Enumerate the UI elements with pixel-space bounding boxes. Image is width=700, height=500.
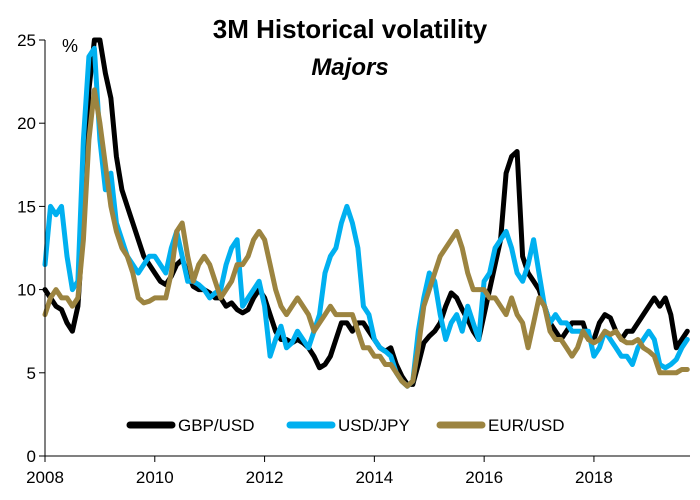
x-tick-label: 2014	[355, 468, 393, 487]
x-tick-label: 2008	[26, 468, 64, 487]
unit-label: %	[62, 36, 79, 56]
legend: GBP/USD USD/JPY EUR/USD	[126, 416, 565, 435]
series-line-eur-usd	[42, 87, 690, 389]
y-tick-label: 15	[17, 197, 36, 216]
series-line-usd-jpy	[42, 45, 690, 389]
legend-label-gbp-usd: GBP/USD	[178, 416, 255, 435]
axes-layer	[44, 40, 690, 457]
x-tick-label: 2016	[465, 468, 503, 487]
ticks-layer: 0 5 10 15 20 25 2008 2010 2012 2014 2016 2018	[17, 31, 613, 487]
y-tick-label: 25	[17, 31, 36, 50]
x-tick-label: 2018	[575, 468, 613, 487]
y-tick-label: 20	[17, 114, 36, 133]
legend-label-usd-jpy: USD/JPY	[338, 416, 410, 435]
x-tick-label: 2012	[246, 468, 284, 487]
series-layer	[42, 37, 690, 389]
chart-title: 3M Historical volatility	[212, 14, 488, 44]
chart-subtitle: Majors	[311, 54, 389, 81]
y-tick-label: 0	[27, 447, 36, 466]
series-line-gbp-usd	[42, 37, 690, 387]
legend-label-eur-usd: EUR/USD	[488, 416, 565, 435]
y-tick-label: 5	[27, 364, 36, 383]
y-tick-label: 10	[17, 281, 36, 300]
x-tick-label: 2010	[136, 468, 174, 487]
